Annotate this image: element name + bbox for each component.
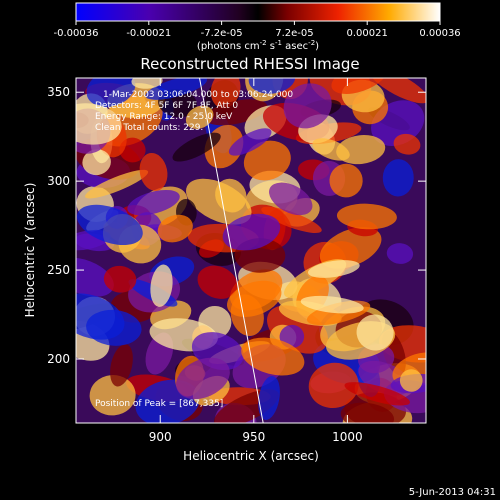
annotation-energy: Energy Range: 12.0 - 25.0 keV bbox=[95, 112, 233, 122]
y-tick-label: 250 bbox=[47, 263, 70, 277]
x-tick-label: 900 bbox=[149, 430, 172, 444]
colorbar-tick-label: -0.00036 bbox=[54, 28, 99, 39]
colorbar-ticks: -0.00036 -0.00021 -7.2e-05 7.2e-05 0.00021 0.… bbox=[54, 21, 461, 39]
y-axis-label: Heliocentric Y (arcsec) bbox=[23, 183, 37, 318]
x-tick-label: 1000 bbox=[332, 430, 363, 444]
y-tick-label: 350 bbox=[47, 85, 70, 99]
plot-frame bbox=[75, 77, 427, 424]
colorbar-tick-label: -0.00021 bbox=[126, 28, 171, 39]
solar-limb-line bbox=[199, 78, 264, 423]
annotation-peak: Position of Peak = [867,335] bbox=[95, 399, 223, 409]
colorbar-tick-label: 0.00021 bbox=[347, 28, 388, 39]
colorbar bbox=[75, 2, 441, 22]
annotation-clean: Clean Total counts: 229. bbox=[95, 123, 203, 133]
colorbar-tick-label: -7.2e-05 bbox=[201, 28, 243, 39]
x-axis-ticks: 900 950 1000 bbox=[149, 78, 363, 444]
colorbar-unit-label: (photons cm-2 s-1 asec-2) bbox=[197, 39, 319, 52]
chart-title: Reconstructed RHESSI Image bbox=[140, 55, 359, 73]
y-axis-ticks: 200 250 300 350 bbox=[47, 85, 426, 366]
annotation-detectors: Detectors: 4F 5F 6F 7F 8F, Att 0 bbox=[95, 101, 238, 111]
x-tick-label: 950 bbox=[242, 430, 265, 444]
footer-timestamp: 5-Jun-2013 04:31 bbox=[409, 487, 496, 498]
colorbar-tick-label: 0.00036 bbox=[419, 28, 460, 39]
x-axis-label: Heliocentric X (arcsec) bbox=[183, 449, 319, 463]
colorbar-tick-label: 7.2e-05 bbox=[275, 28, 313, 39]
y-tick-label: 200 bbox=[47, 352, 70, 366]
y-tick-label: 300 bbox=[47, 174, 70, 188]
heatmap-image bbox=[76, 78, 426, 423]
annotation-time: 1-Mar-2003 03:06:04.000 to 03:06:24.000 bbox=[103, 90, 293, 100]
